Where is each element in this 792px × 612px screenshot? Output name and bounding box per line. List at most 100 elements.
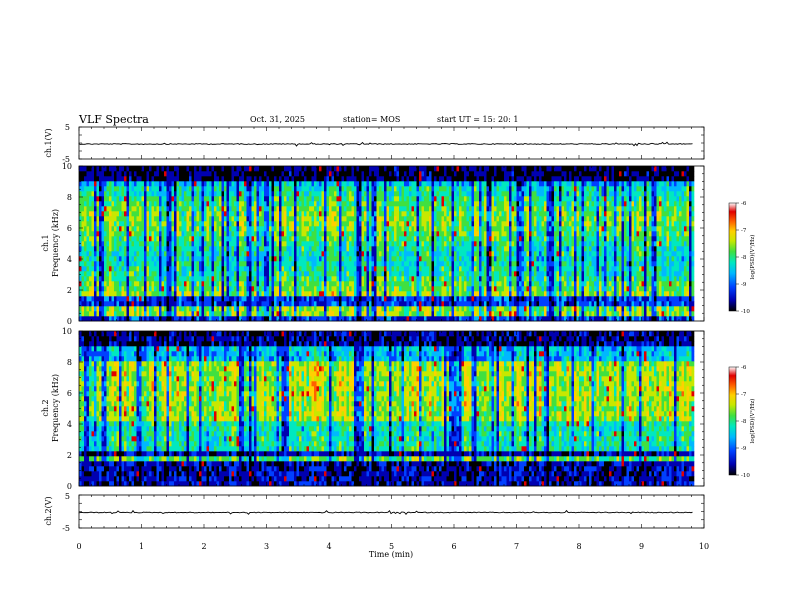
psd-cell <box>334 261 337 267</box>
psd-cell <box>221 291 225 297</box>
psd-cell <box>314 236 317 242</box>
psd-cell <box>139 261 142 267</box>
psd-cell <box>309 281 312 287</box>
psd-cell <box>146 291 150 297</box>
psd-cell <box>421 291 425 297</box>
psd-cell <box>454 266 457 272</box>
psd-cell <box>314 241 317 247</box>
psd-cell <box>179 271 182 277</box>
psd-cell <box>224 286 227 292</box>
psd-cell <box>171 306 175 312</box>
psd-cell <box>179 196 182 202</box>
psd-cell <box>91 276 95 282</box>
psd-cell <box>239 251 242 257</box>
psd-cell <box>149 281 152 287</box>
psd-cell <box>199 281 202 287</box>
psd-cell <box>326 201 330 207</box>
psd-cell <box>169 281 172 287</box>
psd-cell <box>211 196 215 202</box>
psd-cell <box>244 236 247 242</box>
psd-cell <box>304 236 307 242</box>
psd-cell <box>254 206 257 212</box>
psd-cell <box>324 266 327 272</box>
psd-cell <box>329 241 332 247</box>
psd-cell <box>436 306 440 312</box>
psd-cell <box>154 211 157 217</box>
psd-cell <box>94 266 97 272</box>
psd-cell <box>89 306 92 312</box>
psd-cell <box>124 186 127 192</box>
psd-cell <box>331 206 335 212</box>
psd-cell <box>229 301 232 307</box>
psd-cell <box>299 176 302 182</box>
psd-cell <box>296 186 300 192</box>
psd-cell <box>114 311 117 317</box>
psd-cell <box>361 201 365 207</box>
psd-cell <box>181 316 185 322</box>
psd-cell <box>241 251 245 257</box>
psd-cell <box>144 166 147 172</box>
psd-cell <box>409 211 412 217</box>
psd-cell <box>91 171 95 177</box>
psd-cell <box>166 266 170 272</box>
psd-cell <box>234 166 237 172</box>
psd-cell <box>309 216 312 222</box>
psd-cell <box>349 171 352 177</box>
psd-cell <box>439 166 442 172</box>
psd-cell <box>301 201 305 207</box>
psd-cell <box>426 191 430 197</box>
psd-cell <box>429 241 432 247</box>
psd-cell <box>256 246 260 252</box>
psd-cell <box>334 241 337 247</box>
psd-cell <box>181 211 185 217</box>
psd-cell <box>144 181 147 187</box>
psd-cell <box>236 216 240 222</box>
psd-cell <box>241 231 245 237</box>
psd-cell <box>396 296 400 302</box>
psd-cell <box>446 241 450 247</box>
psd-cell <box>196 201 200 207</box>
psd-cell <box>401 186 405 192</box>
psd-cell <box>414 206 417 212</box>
psd-cell <box>444 196 447 202</box>
psd-cell <box>146 256 150 262</box>
psd-cell <box>149 186 152 192</box>
psd-cell <box>101 166 105 172</box>
psd-cell <box>456 166 460 172</box>
psd-cell <box>169 286 172 292</box>
psd-cell <box>339 256 342 262</box>
psd-cell <box>106 286 110 292</box>
psd-cell <box>454 296 457 302</box>
psd-cell <box>216 171 220 177</box>
psd-cell <box>336 316 340 322</box>
psd-cell <box>156 166 160 172</box>
psd-cell <box>186 166 190 172</box>
psd-cell <box>464 291 467 297</box>
psd-cell <box>161 301 165 307</box>
psd-cell <box>221 201 225 207</box>
psd-cell <box>121 201 125 207</box>
psd-cell <box>304 261 307 267</box>
psd-cell <box>364 296 367 302</box>
psd-cell <box>179 301 182 307</box>
psd-cell <box>351 231 355 237</box>
psd-cell <box>406 171 410 177</box>
psd-cell <box>326 191 330 197</box>
psd-cell <box>259 276 262 282</box>
psd-cell <box>279 231 282 237</box>
psd-cell <box>449 306 452 312</box>
psd-cell <box>149 301 152 307</box>
psd-cell <box>309 191 312 197</box>
psd-cell <box>396 251 400 257</box>
psd-cell <box>296 166 300 172</box>
psd-cell <box>296 271 300 277</box>
psd-cell <box>224 176 227 182</box>
psd-cell <box>374 251 377 257</box>
psd-cell <box>366 236 370 242</box>
psd-cell <box>209 231 212 237</box>
psd-cell <box>229 176 232 182</box>
psd-cell <box>89 251 92 257</box>
psd-cell <box>199 241 202 247</box>
psd-cell <box>461 296 465 302</box>
psd-cell <box>161 216 165 222</box>
